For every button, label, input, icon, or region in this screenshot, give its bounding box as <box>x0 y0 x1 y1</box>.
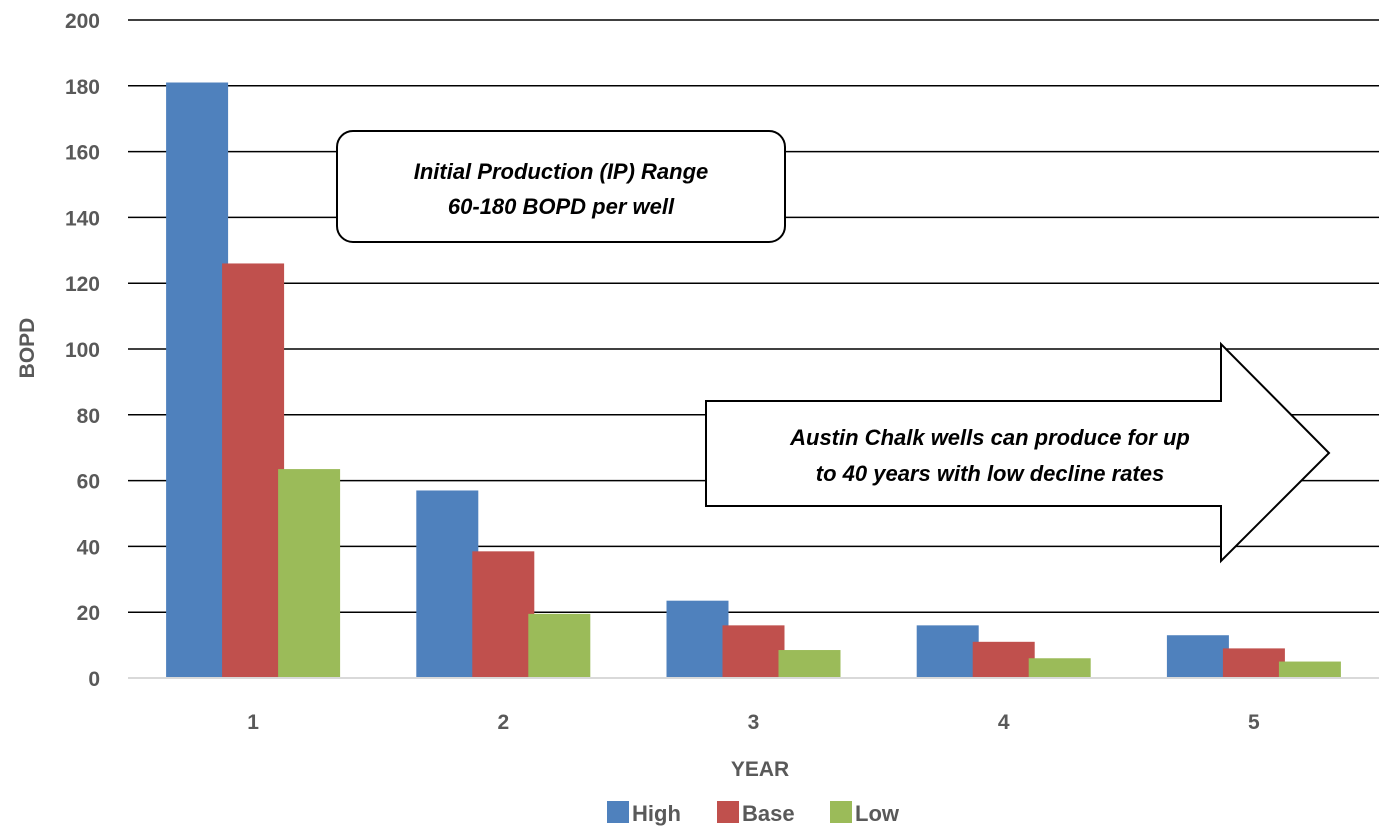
bar-base-year-4 <box>972 641 1035 678</box>
y-tick-label: 180 <box>65 76 100 99</box>
bar-high-year-2 <box>416 490 479 678</box>
bar-low-year-2 <box>528 613 591 678</box>
bar-base-year-3 <box>722 625 785 678</box>
legend-label-base: Base <box>742 801 795 826</box>
bar-base-year-5 <box>1222 648 1285 678</box>
ip-range-callout-box <box>336 130 786 243</box>
y-tick-label: 40 <box>77 536 100 559</box>
x-axis-tick-labels: 1 2 3 4 5 <box>247 711 1260 734</box>
bar-high-year-1 <box>166 82 229 678</box>
arrow-callout-line-1: Austin Chalk wells can produce for up <box>789 425 1190 450</box>
bar-high-year-4 <box>916 625 979 678</box>
y-tick-label: 0 <box>88 668 100 691</box>
bar-base-year-1 <box>222 263 285 678</box>
bar-low-year-3 <box>778 650 841 678</box>
y-tick-label: 120 <box>65 273 100 296</box>
bars <box>166 82 1341 678</box>
ip-range-callout: Initial Production (IP) Range 60-180 BOP… <box>336 130 786 243</box>
bar-base-year-2 <box>472 551 535 678</box>
bar-low-year-4 <box>1028 658 1091 678</box>
x-tick-label: 5 <box>1248 711 1260 734</box>
y-axis-tick-labels: 0 20 40 60 80 100 120 140 160 180 200 <box>65 10 100 691</box>
bar-low-year-1 <box>278 469 341 678</box>
bar-high-year-5 <box>1166 635 1229 678</box>
bar-high-year-3 <box>666 600 729 678</box>
x-tick-label: 1 <box>247 711 259 734</box>
longevity-arrow-callout: Austin Chalk wells can produce for up to… <box>705 341 1331 564</box>
legend-swatch-high <box>607 801 629 823</box>
y-tick-label: 100 <box>65 339 100 362</box>
legend-swatch-base <box>717 801 739 823</box>
y-tick-label: 140 <box>65 207 100 230</box>
x-tick-label: 4 <box>998 711 1010 734</box>
x-tick-label: 2 <box>497 711 509 734</box>
y-tick-label: 60 <box>77 471 100 494</box>
legend-label-low: Low <box>855 801 900 826</box>
y-tick-label: 80 <box>77 405 100 428</box>
legend-swatch-low <box>830 801 852 823</box>
x-axis-title: YEAR <box>731 758 789 781</box>
y-tick-label: 20 <box>77 602 100 625</box>
bar-low-year-5 <box>1278 661 1341 678</box>
y-tick-label: 200 <box>65 10 100 33</box>
legend-label-high: High <box>632 801 681 826</box>
legend: High Base Low <box>607 801 900 826</box>
right-arrow-shape <box>705 341 1331 564</box>
y-tick-label: 160 <box>65 142 100 165</box>
x-tick-label: 3 <box>748 711 760 734</box>
y-axis-title: BOPD <box>16 318 39 379</box>
ip-range-callout-line-2: 60-180 BOPD per well <box>448 194 675 219</box>
ip-range-callout-line-1: Initial Production (IP) Range <box>414 159 709 184</box>
arrow-callout-line-2: to 40 years with low decline rates <box>816 461 1164 486</box>
